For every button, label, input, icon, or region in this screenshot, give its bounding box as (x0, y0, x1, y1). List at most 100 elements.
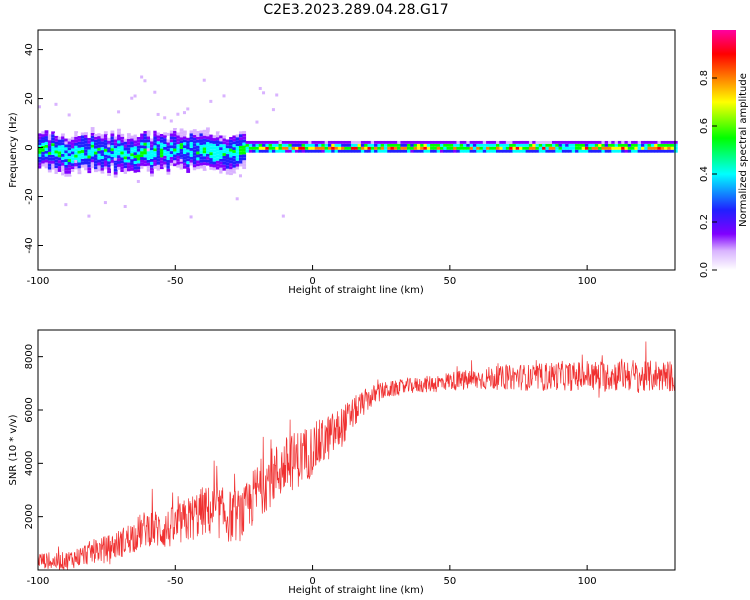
spectrogram-cell (67, 150, 72, 154)
spectrogram-cell (133, 155, 138, 159)
spectrogram-cell (80, 161, 85, 165)
spectrogram-cell (64, 165, 69, 168)
spectrogram-cell (575, 143, 579, 147)
spectrogram-cell (380, 143, 385, 147)
spectrogram-cell (647, 143, 652, 147)
spectrogram-cell (354, 146, 359, 150)
spectrogram-cell (156, 161, 161, 165)
spectrogram-cell (617, 140, 622, 144)
spectrogram-cell (265, 146, 270, 150)
spectrogram-cell (57, 157, 62, 161)
spectrogram-cell (70, 157, 75, 161)
spectrogram-cell (107, 137, 111, 141)
spectrogram-cell (657, 143, 662, 147)
snr-y-ticks: 2000 4000 6000 8000 (24, 344, 43, 529)
spectrogram-cell (90, 138, 95, 142)
spectrogram-cell (103, 160, 108, 164)
spectrogram-cell (545, 143, 550, 147)
spectrogram-cell (502, 140, 507, 144)
spectrogram-cell (126, 150, 131, 154)
spectrogram-cell (341, 140, 345, 144)
spectrogram-cell (94, 148, 98, 152)
spectrogram-cell (140, 145, 144, 149)
spectrogram-cell (87, 140, 92, 144)
spectrogram-cell (166, 174, 171, 178)
spectrogram-y-tick-label: -40 (24, 237, 35, 253)
spectrogram-cell (84, 137, 88, 141)
spectrogram-cell (459, 146, 464, 150)
spectrogram-cell (140, 139, 144, 143)
spectrogram-cell (196, 151, 200, 155)
spectrogram-cell (67, 113, 71, 117)
spectrogram-cell (64, 153, 69, 157)
spectrogram-cell (57, 166, 62, 169)
spectrogram-cell (407, 140, 411, 144)
spectrogram-cell (84, 149, 88, 153)
spectrogram-cell (202, 147, 207, 151)
spectrogram-cell (117, 163, 121, 167)
spectrogram-cell (258, 143, 263, 147)
spectrogram-cell (617, 146, 622, 150)
spectrogram-cell (426, 149, 431, 153)
spectrogram-cell (87, 155, 92, 159)
spectrogram-cell (54, 141, 59, 145)
spectrogram-cell (130, 170, 135, 174)
spectrogram-cell (192, 137, 197, 141)
spectrogram-cell (107, 167, 111, 171)
spectrogram-cell (617, 149, 622, 153)
spectrogram-cell (334, 140, 339, 144)
spectrogram-cell (469, 140, 474, 144)
spectrogram-cell (107, 149, 111, 153)
spectrogram-cell (449, 146, 454, 150)
spectrogram-cell (156, 138, 161, 142)
spectrogram-cell (525, 149, 530, 153)
spectrogram-cell (232, 144, 237, 148)
spectrogram-cell (561, 143, 566, 147)
spectrogram-cell (80, 158, 85, 162)
spectrogram-cell (153, 165, 158, 169)
spectrogram-cell (232, 161, 237, 165)
spectrogram-cell (123, 138, 128, 142)
spectrogram-cell (202, 144, 207, 148)
spectrogram-cell (120, 151, 125, 155)
spectrogram-frame (37, 29, 676, 271)
spectrogram-cell (186, 155, 191, 159)
spectrogram-cell (351, 146, 355, 150)
spectrogram-cell (644, 146, 649, 150)
spectrogram-cell (621, 143, 625, 147)
spectrogram-cell (186, 149, 191, 153)
spectrogram-cell (44, 150, 49, 154)
spectrogram-cell (47, 143, 52, 147)
spectrogram-cell (41, 139, 46, 143)
spectrogram-cell (222, 161, 227, 165)
spectrogram-cell (486, 143, 490, 147)
spectrogram-cell (670, 146, 675, 150)
spectrogram-cell (117, 110, 121, 114)
spectrogram-cell (364, 143, 368, 147)
spectrogram-cell (179, 166, 184, 170)
spectrogram-cell (209, 152, 214, 156)
spectrogram-cell (209, 158, 214, 161)
spectrogram-cell (156, 132, 161, 136)
spectrogram-cell (140, 133, 144, 137)
spectrogram-cell (146, 165, 151, 169)
spectrogram-cell (182, 136, 187, 140)
spectrogram-cell (192, 161, 197, 165)
spectrogram-cell (84, 129, 88, 133)
spectrogram-cell (202, 165, 207, 168)
spectrogram-cell (173, 154, 177, 158)
spectrogram-cell (110, 127, 115, 131)
spectrogram-cell (87, 164, 92, 168)
spectrogram-cell (196, 148, 200, 152)
spectrogram-cell (486, 149, 490, 153)
spectrogram-cell (57, 139, 62, 143)
spectrogram-cell (542, 143, 546, 147)
spectrogram-x-tick-label: 50 (443, 276, 456, 287)
colorbar-gradient (712, 30, 736, 270)
spectrogram-cell (650, 146, 655, 150)
spectrogram-cell (61, 136, 65, 140)
spectrogram-cell (453, 146, 457, 150)
snr-y-tick-label: 4000 (24, 451, 35, 476)
spectrogram-cell (169, 165, 174, 169)
spectrogram-cell (51, 137, 55, 141)
